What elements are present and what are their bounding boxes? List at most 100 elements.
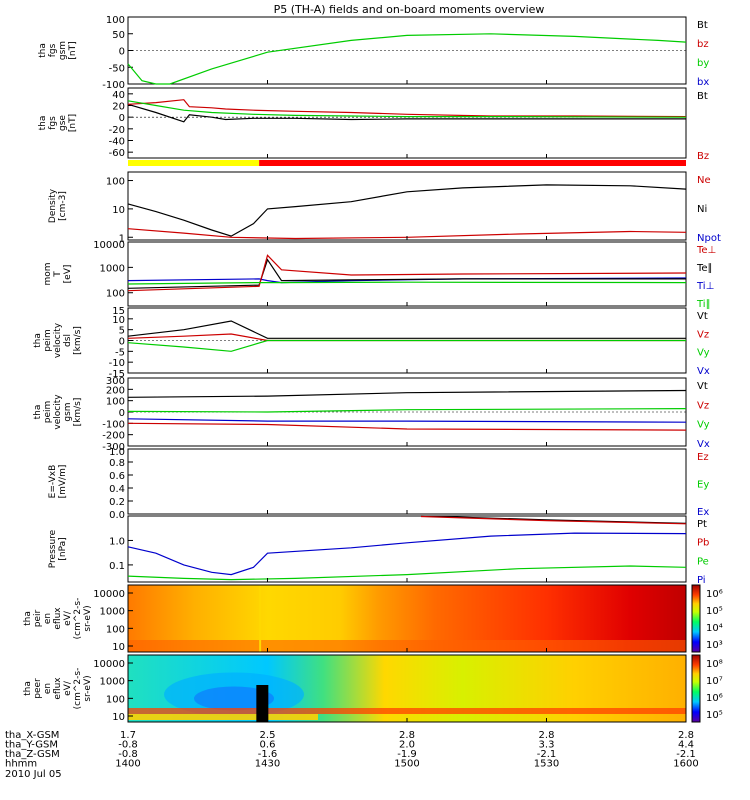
y-tick-label: 200 [106,385,125,396]
y-tick-label: 40 [112,90,125,101]
y-tick-label: 1000 [100,607,125,618]
panel-mode-bar [128,160,686,166]
colorbar-label: 10⁵ [706,606,723,617]
y-tick-label: 10000 [93,659,125,670]
y-axis-label-line: Pressure [48,529,58,568]
x-tick-label: -1.6 [258,749,278,760]
y-axis-label: Pressure [nPa] [48,529,68,568]
y-axis-label-line: tha [23,611,33,626]
y-axis-label-line: sr-eV) [83,675,93,701]
x-row-label: hhmm [5,759,37,770]
colorbar: 10⁸ 10⁷ 10⁶ 10⁵ [691,654,723,723]
series-line [127,254,687,292]
y-tick-label: 0.0 [109,510,125,521]
x-tick-label: 2.8 [399,730,415,741]
y-tick-label: 10 [112,315,125,326]
y-tick-label: 100 [106,397,125,408]
y-tick-label: -60 [109,148,125,159]
x-tick-label: 2.0 [399,740,415,751]
y-axis-label-line: en [43,683,53,694]
y-tick-label: 10000 [93,589,125,600]
spectrogram-blob [194,686,275,711]
series-line [127,33,687,85]
legend: Te⊥ Te∥ Ti⊥ Ti∥ [696,245,716,310]
series-line [127,184,687,237]
y-tick-label: -100 [102,80,125,91]
y-axis-label-line: peim [43,401,53,424]
y-axis-label-line: tha [33,333,43,348]
panel-density: 100 10 1 Density [cm-3] Ne Ni Npot [48,171,721,244]
y-tick-label: 1.0 [109,447,125,458]
panel-frame [127,171,687,241]
series-line [127,281,687,285]
y-tick-label: 100 [106,15,125,26]
mode-bar-segment [259,160,686,166]
y-axis-label-line: E=-VxB [48,465,58,499]
legend-entry: Ey [697,480,709,491]
y-tick-label: 10000 [93,240,125,251]
legend-entry: Npot [697,233,721,244]
legend-entry: Pi [697,575,706,586]
y-tick-label: 0.6 [109,471,125,482]
colorbar-scale [691,654,701,723]
legend: Ez Ey Ex [697,452,709,518]
y-tick-label: 0.4 [109,484,125,495]
series-line [127,418,687,423]
y-tick-label: 0.1 [109,561,125,572]
y-tick-label: 10 [112,642,125,653]
series-line [127,565,687,581]
x-row-label: tha_Y-GSM [5,740,58,751]
y-axis-label-line: T [53,271,63,278]
legend-entry: Pt [697,519,707,530]
x-tick-label: -2.1 [676,749,696,760]
legend: Bt Bz [697,91,709,162]
x-tick-label: 3.3 [539,740,555,751]
y-tick-label: 0 [119,408,125,419]
mode-bar-segment [128,160,260,166]
y-tick-label: 10 [112,712,125,723]
y-tick-label: 5 [119,326,125,337]
y-axis-label-line: fgs [48,116,58,130]
legend-entry: Vy [697,348,710,359]
legend-entry: Te∥ [696,263,713,274]
y-axis-label-line: peim [43,329,53,352]
x-tick-label: 1400 [115,759,140,770]
y-axis-label-line: (cm^2-s- [73,598,83,640]
spectrogram-gap [256,685,269,722]
series-line [127,339,686,352]
x-tick-label: 2.8 [678,730,694,741]
legend-entry: Vt [697,311,708,322]
y-tick-label: 0 [119,113,125,124]
y-axis-label-line: tha [33,405,43,420]
y-axis-label-line: [km/s] [73,398,83,427]
y-tick-label: 1000 [100,263,125,274]
spectrogram-band [128,708,686,714]
y-tick-label: 10 [112,205,125,216]
legend: Vt Vz Vy Vx [697,311,710,377]
y-axis-label-line: peir [33,609,43,627]
y-axis-label-line: gsm [63,402,73,421]
y-axis-label: tha peir en eflux eV/(cm^2-s-sr-eV) [23,598,93,640]
y-axis-label: E=-VxB [mV/m] [48,465,68,499]
colorbar: 10⁶ 10⁵ 10⁴ 10³ [691,584,723,653]
y-axis-label-line: [km/s] [73,326,83,355]
x-tick-label: -0.8 [118,740,138,751]
legend-entry: Ti∥ [696,299,711,310]
y-axis-label-line: tha [38,116,48,131]
y-tick-label: 100 [106,289,125,300]
panel-fgs-gsm: 100 50 0 -50 -100 tha fgs gsm [nT] Bt bz by bx [38,15,709,91]
panel-peer-spec: 10000 1000 100 10 10⁸ 10⁷ 10⁶ 10⁵ tha peer en eflux… [23,654,723,723]
panel-frame [127,515,687,583]
legend: Pt Pb Pe Pi [697,519,709,586]
legend-entry: Vt [697,381,708,392]
y-axis-label: tha peim velocity gsm [km/s] [33,394,83,430]
x-tick-label: 0.6 [260,740,276,751]
series-line [127,389,687,398]
colorbar-label: 10⁶ [706,589,723,600]
y-tick-label: 100 [106,694,125,705]
y-tick-label: 20 [112,102,125,113]
